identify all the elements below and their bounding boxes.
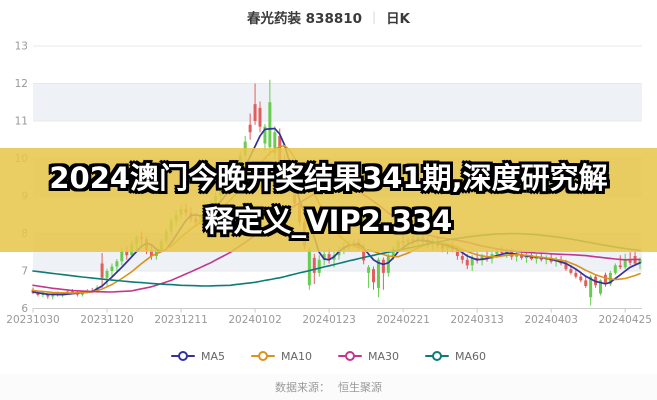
svg-text:7: 7 (21, 266, 28, 278)
legend-item-ma5[interactable]: MA5 (170, 349, 225, 363)
data-source-label: 数据来源： (275, 381, 330, 394)
promo-text-line2: 释定义_VIP2.334 (204, 204, 453, 238)
svg-text:20240403: 20240403 (524, 314, 577, 326)
svg-text:20240425: 20240425 (598, 314, 651, 326)
ma60-legend-label: MA60 (455, 349, 487, 363)
ma30-legend-label: MA30 (368, 349, 400, 363)
svg-text:11: 11 (15, 116, 28, 128)
ma60-legend-marker-icon (425, 351, 450, 361)
svg-text:20231030: 20231030 (6, 314, 59, 326)
period-label-daily-k[interactable]: 日K (386, 11, 411, 27)
ma10-legend-label: MA10 (280, 349, 312, 363)
svg-text:12: 12 (15, 78, 28, 90)
svg-text:20240313: 20240313 (450, 314, 503, 326)
data-source-bar: 数据来源： 恒生聚源 (0, 374, 657, 400)
svg-text:6: 6 (21, 303, 28, 315)
ma10-legend-marker-icon (250, 351, 275, 361)
ma-legend: MA5 MA10 MA30 MA60 (0, 346, 657, 366)
svg-text:20240221: 20240221 (376, 314, 429, 326)
legend-item-ma30[interactable]: MA30 (338, 350, 399, 363)
chart-header: 春光药装 838810 | 日K (0, 6, 657, 28)
promo-text-line1: 2024澳门今晚开奖结果341期,深度研究解 (49, 161, 608, 195)
svg-text:20240102: 20240102 (228, 314, 281, 326)
legend-item-ma60[interactable]: MA60 (425, 350, 486, 363)
data-source-value: 恒生聚源 (338, 381, 382, 394)
legend-item-ma10[interactable]: MA10 (250, 349, 312, 363)
ma5-legend-marker-icon (170, 351, 195, 361)
svg-text:20231211: 20231211 (154, 314, 207, 326)
promo-overlay-banner: 2024澳门今晚开奖结果341期,深度研究解 释定义_VIP2.334 (0, 148, 657, 252)
svg-text:13: 13 (15, 41, 28, 53)
ma5-legend-label: MA5 (200, 349, 225, 363)
svg-text:20240123: 20240123 (302, 314, 355, 326)
ma30-legend-marker-icon (338, 351, 362, 361)
title-separator: | (372, 10, 377, 24)
svg-text:20231120: 20231120 (80, 314, 133, 326)
stock-title: 春光药装 838810 (246, 11, 363, 27)
